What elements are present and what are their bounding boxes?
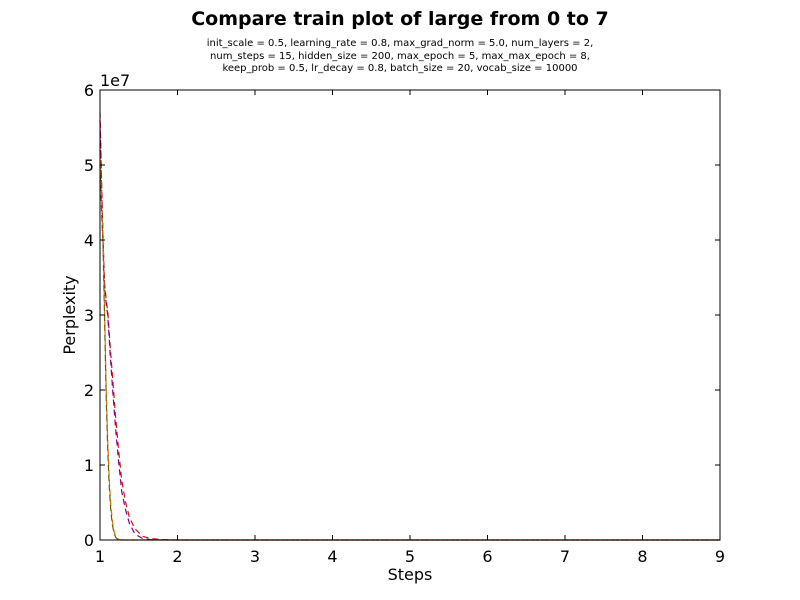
series-line-4 <box>99 164 720 541</box>
chart-title: Compare train plot of large from 0 to 7 <box>191 8 609 30</box>
chart-subtitle-line-2: num_steps = 15, hidden_size = 200, max_e… <box>210 51 590 62</box>
chart-subtitle-line-1: init_scale = 0.5, learning_rate = 0.8, m… <box>206 38 594 49</box>
series-layer <box>99 112 720 541</box>
y-tick-label: 0 <box>84 531 94 550</box>
y-tick-label: 1 <box>84 456 94 475</box>
x-tick-label: 3 <box>250 547 260 566</box>
y-tick-label: 6 <box>84 81 94 100</box>
x-tick-label: 7 <box>560 547 570 566</box>
series-line-2 <box>99 119 720 541</box>
y-axis-offset-text: 1e7 <box>100 71 130 90</box>
series-line-1 <box>99 112 720 541</box>
y-tick-label: 4 <box>84 231 94 250</box>
plot-frame <box>99 89 721 541</box>
series-line-3 <box>99 149 720 541</box>
y-tick-label: 3 <box>84 306 94 325</box>
x-tick-label: 4 <box>327 547 337 566</box>
x-tick-label: 1 <box>95 547 105 566</box>
x-axis-label: Steps <box>388 565 433 584</box>
y-tick-label: 2 <box>84 381 94 400</box>
y-axis-label: Perplexity <box>60 275 79 354</box>
y-tick-label: 5 <box>84 156 94 175</box>
x-tick-label: 9 <box>715 547 725 566</box>
x-tick-label: 2 <box>172 547 182 566</box>
x-tick-label: 5 <box>405 547 415 566</box>
x-tick-label: 6 <box>482 547 492 566</box>
chart-subtitle-line-3: keep_prob = 0.5, lr_decay = 0.8, batch_s… <box>222 63 578 74</box>
x-tick-label: 8 <box>637 547 647 566</box>
